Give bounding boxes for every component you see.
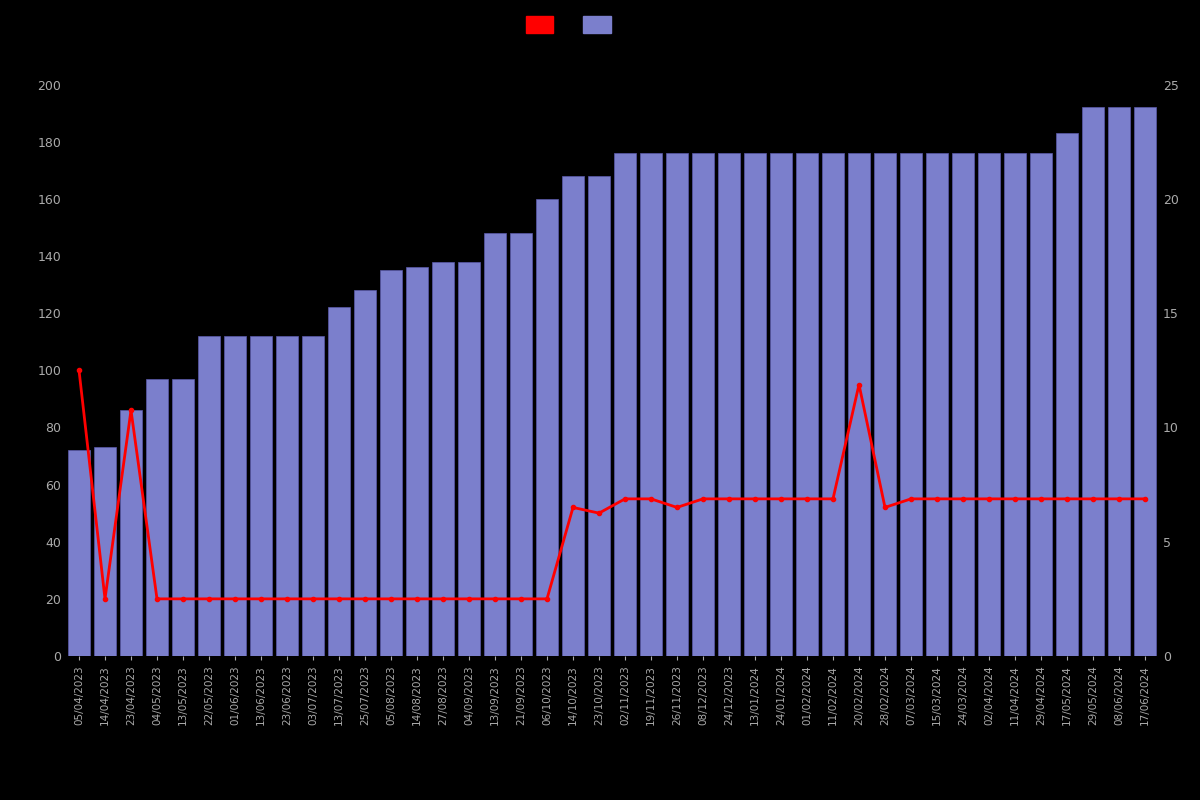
- Bar: [1056, 133, 1078, 656]
- Bar: [276, 336, 298, 656]
- Bar: [328, 307, 350, 656]
- Bar: [406, 267, 428, 656]
- Bar: [744, 153, 766, 656]
- Bar: [1004, 153, 1026, 656]
- Bar: [432, 262, 454, 656]
- Bar: [146, 379, 168, 656]
- Bar: [614, 153, 636, 656]
- Bar: [978, 153, 1000, 656]
- Bar: [640, 153, 662, 656]
- Bar: [666, 153, 688, 656]
- Bar: [692, 153, 714, 656]
- Bar: [1134, 107, 1156, 656]
- Bar: [536, 199, 558, 656]
- Bar: [458, 262, 480, 656]
- Bar: [250, 336, 272, 656]
- Bar: [874, 153, 896, 656]
- Bar: [900, 153, 922, 656]
- Bar: [770, 153, 792, 656]
- Bar: [718, 153, 740, 656]
- Bar: [302, 336, 324, 656]
- Bar: [1030, 153, 1052, 656]
- Bar: [848, 153, 870, 656]
- Bar: [510, 233, 532, 656]
- Legend:   ,   : ,: [526, 16, 632, 34]
- Bar: [120, 410, 142, 656]
- Bar: [354, 290, 376, 656]
- Bar: [796, 153, 818, 656]
- Bar: [68, 450, 90, 656]
- Bar: [172, 379, 194, 656]
- Bar: [198, 336, 220, 656]
- Bar: [952, 153, 974, 656]
- Bar: [224, 336, 246, 656]
- Bar: [926, 153, 948, 656]
- Bar: [94, 447, 116, 656]
- Bar: [380, 270, 402, 656]
- Bar: [588, 176, 610, 656]
- Bar: [1108, 107, 1130, 656]
- Bar: [484, 233, 506, 656]
- Bar: [1082, 107, 1104, 656]
- Bar: [822, 153, 844, 656]
- Bar: [562, 176, 584, 656]
